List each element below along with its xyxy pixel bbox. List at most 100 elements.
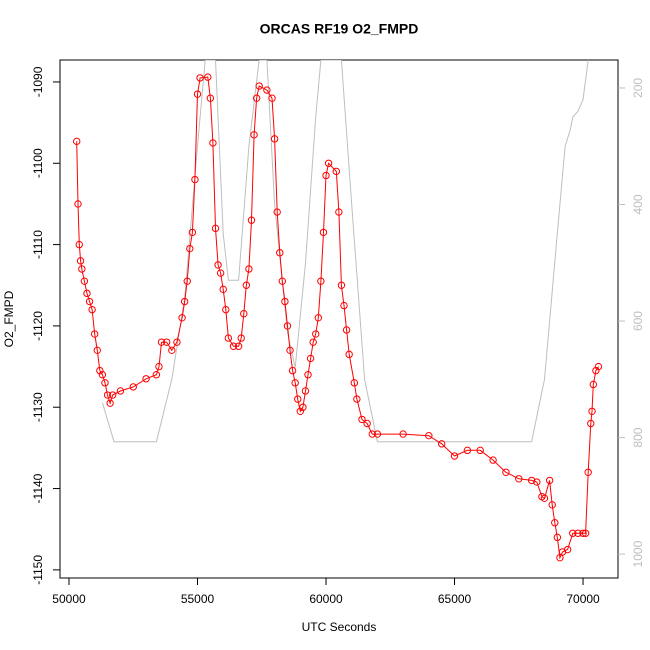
data-point <box>90 330 99 338</box>
data-point <box>88 305 96 314</box>
data-point <box>437 440 446 448</box>
data-point <box>301 387 310 395</box>
data-point <box>211 224 220 233</box>
data-point <box>247 216 256 224</box>
data-point <box>206 94 215 102</box>
data-point <box>587 419 595 428</box>
pressure-line <box>101 60 589 443</box>
data-point <box>229 342 238 350</box>
data-point <box>278 277 287 285</box>
data-point <box>515 475 523 483</box>
data-point <box>83 289 91 298</box>
data-point <box>129 383 137 391</box>
data-point <box>337 281 346 289</box>
y-tick-label: -1100 <box>31 148 45 178</box>
data-point <box>345 350 353 359</box>
data-point <box>273 208 281 216</box>
data-point <box>579 529 587 537</box>
data-point <box>204 73 212 81</box>
y2-tick-label: 800 <box>631 427 645 447</box>
data-point <box>106 399 114 407</box>
data-point <box>358 415 366 424</box>
data-point <box>74 200 82 208</box>
plot-frame <box>59 59 619 579</box>
data-point <box>178 314 186 322</box>
y-axis-label: O2_FMPD <box>2 290 16 347</box>
data-point <box>463 446 472 455</box>
data-point <box>574 529 582 537</box>
data-point <box>155 362 163 371</box>
data-point <box>324 159 333 167</box>
chart-title: ORCAS RF19 O2_FMPD <box>260 21 419 37</box>
y2-tick-label: 400 <box>631 194 645 214</box>
data-point <box>332 167 341 176</box>
x-tick-label: 60000 <box>309 592 343 606</box>
data-point <box>288 366 297 375</box>
data-point <box>312 330 320 338</box>
data-point <box>373 430 382 438</box>
data-point <box>242 281 251 289</box>
data-point <box>85 297 94 306</box>
data-point <box>540 494 549 503</box>
data-point <box>476 446 484 455</box>
data-point <box>245 265 253 273</box>
y-tick-label: -1110 <box>31 230 45 259</box>
data-point <box>183 277 191 285</box>
data-point <box>353 395 361 403</box>
data-point <box>304 371 312 379</box>
data-point <box>101 379 109 387</box>
data-line <box>76 76 599 560</box>
data-point <box>152 371 161 379</box>
data-point <box>196 74 204 82</box>
data-point <box>219 285 227 294</box>
data-point <box>533 478 541 486</box>
y2-tick-label: 600 <box>631 311 645 331</box>
y2-tick-label: 200 <box>631 78 645 98</box>
data-point <box>314 314 323 322</box>
data-point <box>180 297 189 306</box>
data-point <box>553 533 562 542</box>
data-point <box>173 338 181 346</box>
data-point <box>162 338 171 346</box>
data-point <box>255 82 263 90</box>
data-point <box>193 90 202 98</box>
data-point <box>299 403 307 411</box>
data-point <box>589 380 598 389</box>
data-point <box>588 407 596 415</box>
data-point <box>291 379 299 387</box>
data-point <box>286 346 294 355</box>
data-point <box>240 310 248 318</box>
data-point <box>399 430 407 438</box>
data-point <box>545 476 554 485</box>
data-point <box>281 297 289 306</box>
data-point <box>340 301 348 310</box>
data-point <box>108 391 117 399</box>
data-point <box>98 371 107 379</box>
data-point <box>75 240 83 249</box>
data-point <box>283 322 292 330</box>
data-point <box>548 501 556 509</box>
data-point <box>581 529 590 537</box>
data-point <box>592 366 600 375</box>
data-point <box>237 334 245 342</box>
y-tick-label: -1090 <box>31 66 45 97</box>
data-point <box>80 277 89 285</box>
data-point <box>368 430 376 438</box>
data-point <box>252 94 261 102</box>
y-tick-label: -1150 <box>31 555 45 585</box>
data-point <box>551 519 559 527</box>
data-point <box>306 354 315 363</box>
x-tick-label: 70000 <box>566 592 600 606</box>
plot-area <box>73 60 603 562</box>
data-point <box>250 131 258 139</box>
data-point <box>168 346 176 355</box>
data-point <box>270 135 279 143</box>
data-point <box>296 407 305 415</box>
data-point <box>268 94 276 102</box>
data-point <box>594 362 603 371</box>
data-point <box>425 431 433 440</box>
data-point <box>76 257 85 265</box>
data-point <box>317 277 325 285</box>
x-tick-label: 55000 <box>181 592 215 606</box>
data-point <box>73 137 81 146</box>
